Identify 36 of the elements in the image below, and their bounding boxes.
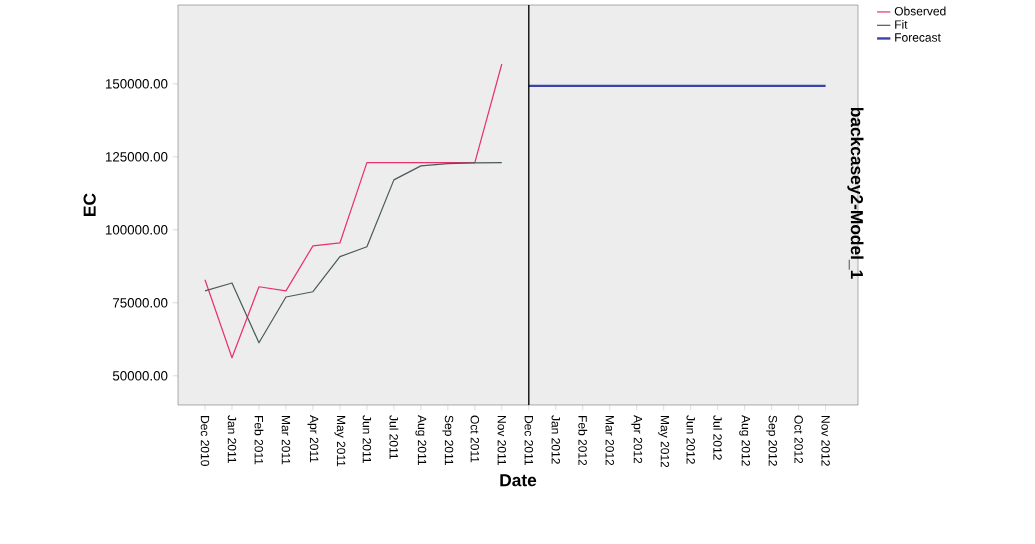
x-tick-label: Aug 2012	[739, 415, 751, 466]
x-tick-label: May 2012	[658, 416, 670, 468]
x-tick-label: Dec 2010	[200, 416, 210, 466]
y-tick-label: 100000.00	[105, 225, 168, 235]
x-tick-label: Dec 2011	[524, 416, 534, 465]
x-tick-label: Nov 2012	[821, 416, 830, 466]
x-tick-label: Jul 2012	[713, 415, 723, 460]
x-tick-label: Jun 2012	[686, 415, 695, 464]
x-tick-label: Nov 2011	[497, 416, 507, 465]
x-tick-label: Sep 2012	[766, 415, 778, 466]
x-tick-label: Sep 2011	[442, 415, 454, 465]
legend-label: Fit	[895, 19, 908, 29]
y-tick-label: 50000.00	[112, 371, 168, 381]
x-tick-label: Jan 2012	[551, 415, 561, 464]
legend-label: Observed	[894, 6, 946, 16]
x-axis-title: Date	[500, 474, 537, 487]
x-tick-label: Apr 2011	[307, 415, 319, 463]
line-series	[204, 162, 503, 344]
y-tick-label: 125000.00	[105, 152, 168, 162]
legend-label: Forecast	[895, 33, 941, 42]
x-tick-label: Feb 2011	[254, 416, 264, 465]
x-tick-label: Jun 2011	[362, 415, 372, 463]
y-tick-label: 150000.00	[105, 79, 168, 89]
x-tick-label: Jan 2011	[227, 415, 237, 463]
x-tick-label: Oct 2011	[470, 415, 480, 463]
x-tick-label: Oct 2012	[794, 415, 803, 464]
y-tick-label: 75000.00	[113, 298, 168, 308]
x-tick-label: Mar 2011	[281, 416, 291, 465]
x-tick-label: Jul 2011	[389, 415, 399, 459]
annotation: backcasey2-Model_1	[847, 107, 864, 279]
x-tick-label: Apr 2012	[631, 415, 643, 464]
x-tick-label: May 2011	[334, 416, 346, 467]
x-tick-label: Mar 2012	[605, 416, 615, 466]
y-axis-title: EC	[83, 193, 96, 216]
x-tick-label: Aug 2011	[415, 415, 427, 465]
x-tick-label: Feb 2012	[578, 416, 588, 466]
